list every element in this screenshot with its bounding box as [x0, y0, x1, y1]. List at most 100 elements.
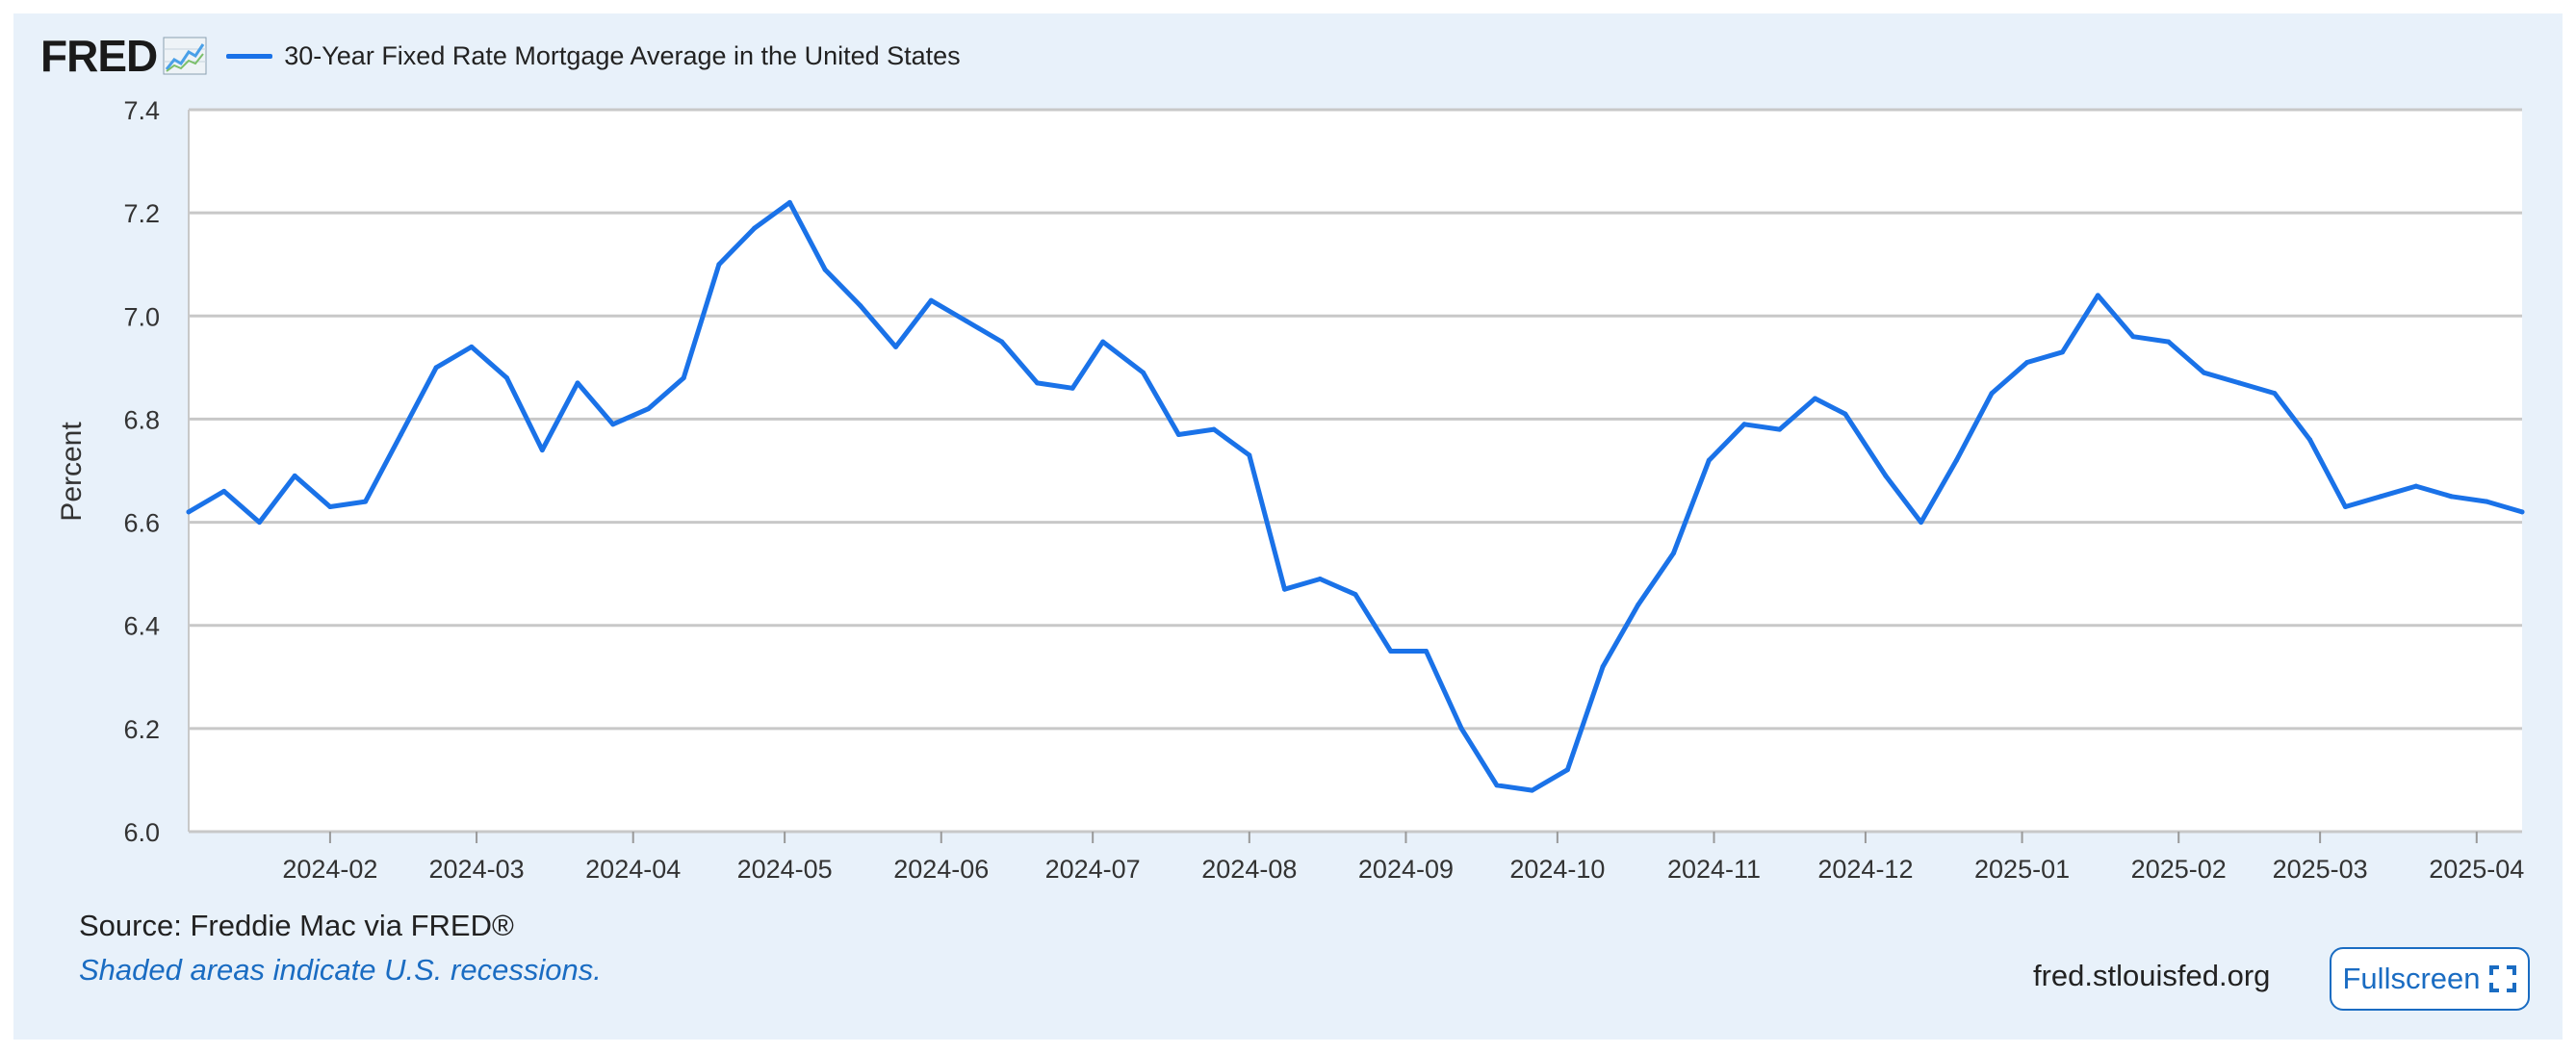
x-tick-label: 2024-08: [1201, 855, 1297, 884]
data-point: [1458, 726, 1464, 732]
fred-logo[interactable]: FRED: [40, 30, 207, 82]
x-tick-label: 2024-09: [1358, 855, 1454, 884]
data-point: [2095, 293, 2100, 298]
data-point: [1494, 783, 1500, 788]
x-tick-label: 2025-03: [2273, 855, 2368, 884]
data-point: [1600, 664, 1606, 670]
data-point: [2130, 334, 2136, 340]
data-point: [221, 488, 227, 494]
x-tick-label: 2025-02: [2131, 855, 2227, 884]
x-tick-label: 2024-06: [893, 855, 989, 884]
fullscreen-label: Fullscreen: [2342, 962, 2481, 995]
data-point: [2236, 380, 2242, 386]
data-point: [1352, 592, 1358, 598]
data-point: [822, 267, 828, 272]
data-point: [2166, 339, 2172, 345]
data-point: [1671, 551, 1676, 556]
data-point: [2060, 349, 2065, 355]
data-point: [716, 262, 722, 268]
data-point: [1636, 602, 1641, 607]
data-point: [1069, 385, 1075, 391]
data-point: [1842, 411, 1848, 417]
data-point: [2272, 391, 2278, 397]
data-point: [1564, 767, 1570, 773]
y-tick-label: 6.6: [123, 509, 160, 538]
y-tick-label: 6.8: [123, 405, 160, 434]
chart-legend: 30-Year Fixed Rate Mortgage Average in t…: [226, 40, 961, 71]
data-point: [1317, 577, 1323, 581]
data-point: [1919, 520, 1924, 526]
data-point: [327, 504, 333, 509]
x-tick-label: 2024-03: [429, 855, 525, 884]
data-point: [2449, 494, 2454, 500]
data-point: [575, 380, 580, 386]
y-tick-label: 6.2: [123, 715, 160, 744]
data-point: [646, 406, 651, 412]
y-tick-label: 6.4: [123, 612, 160, 641]
data-point: [2519, 509, 2525, 515]
data-point: [2342, 504, 2348, 509]
data-point: [1706, 457, 1712, 463]
data-point: [1388, 649, 1394, 654]
legend-swatch: [226, 53, 273, 59]
y-tick-label: 6.0: [123, 818, 160, 847]
chart-line-icon: [163, 37, 207, 75]
data-point: [539, 448, 545, 453]
data-point: [2484, 499, 2489, 504]
data-point: [469, 344, 475, 349]
data-point: [1953, 457, 1959, 463]
source-text: Source: Freddie Mac via FRED®: [79, 909, 514, 942]
site-url-link[interactable]: fred.stlouisfed.org: [2033, 959, 2271, 992]
data-point: [1813, 396, 1817, 401]
data-point: [257, 520, 262, 526]
x-tick-label: 2024-11: [1667, 855, 1761, 884]
fred-logo-text: FRED: [40, 31, 158, 81]
data-point: [398, 432, 403, 437]
legend-label: 30-Year Fixed Rate Mortgage Average in t…: [284, 40, 961, 70]
line-chart: 6.0 6.2 6.4 6.6 6.8 7.0 7.2 7.4 2024-02 2024-03 20…: [56, 96, 2525, 884]
data-point: [1175, 432, 1181, 437]
data-point: [504, 375, 509, 381]
data-point: [1247, 452, 1252, 458]
x-tick-label: 2025-04: [2429, 855, 2524, 884]
plot-area: [189, 110, 2522, 832]
data-point: [1989, 391, 1995, 397]
data-point: [893, 344, 898, 349]
data-point: [1141, 370, 1146, 375]
x-tick-label: 2024-04: [585, 855, 681, 884]
data-point: [186, 509, 192, 515]
data-point: [292, 473, 297, 478]
y-tick-label: 7.2: [123, 199, 160, 228]
recession-note: Shaded areas indicate U.S. recessions.: [79, 953, 602, 987]
x-tick-label: 2024-02: [282, 855, 377, 884]
x-tick-label: 2024-07: [1045, 855, 1141, 884]
data-point: [786, 199, 792, 205]
x-tick-label: 2024-05: [737, 855, 833, 884]
y-tick-label: 7.0: [123, 302, 160, 331]
fullscreen-button[interactable]: Fullscreen: [2330, 947, 2530, 1011]
data-point: [681, 375, 686, 381]
y-axis-title: Percent: [56, 422, 88, 522]
data-point: [1100, 339, 1106, 345]
data-point: [2202, 370, 2206, 375]
expand-icon: [2488, 965, 2516, 992]
data-point: [2307, 437, 2313, 443]
y-tick-label: 7.4: [123, 96, 160, 125]
data-point: [1883, 473, 1889, 478]
data-point: [999, 339, 1005, 345]
data-point: [1424, 649, 1429, 654]
data-point: [2024, 360, 2030, 365]
data-point: [928, 297, 934, 303]
x-tick-label: 2024-12: [1817, 855, 1913, 884]
data-point: [964, 319, 969, 324]
data-point: [1282, 586, 1287, 592]
chart-header: FRED 30-Year Fixed Rate Mortgage Average…: [40, 29, 961, 83]
data-point: [1035, 380, 1040, 386]
data-point: [610, 422, 616, 427]
data-point: [1777, 426, 1783, 432]
data-point: [2413, 483, 2419, 489]
data-point: [363, 499, 369, 504]
data-point: [2378, 494, 2383, 500]
data-point: [858, 303, 863, 309]
data-point: [433, 365, 439, 371]
